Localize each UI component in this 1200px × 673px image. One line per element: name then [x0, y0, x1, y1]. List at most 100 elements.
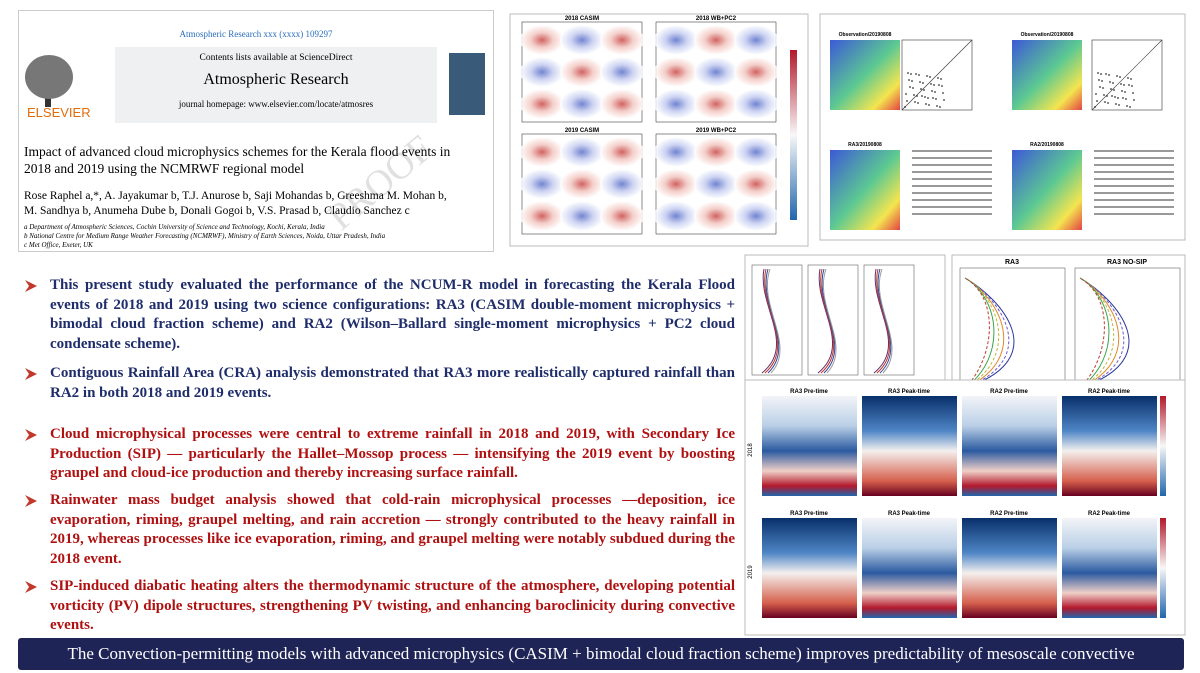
- scatter-dot: [938, 84, 940, 86]
- contour-blob: [734, 201, 778, 231]
- scatter-dot: [924, 96, 926, 98]
- profile-curve: [821, 268, 836, 374]
- contour-blob: [654, 201, 698, 231]
- panel-title: RA2 Peak-time: [1088, 511, 1131, 517]
- table-row: [1094, 164, 1174, 166]
- row-label: 2019: [748, 565, 754, 579]
- mixing-ratio-curve: [964, 277, 990, 389]
- scatter-dot: [1107, 102, 1109, 104]
- diagonal: [901, 39, 973, 111]
- scatter-dot: [939, 106, 941, 108]
- contour-blob: [734, 25, 778, 55]
- bullet-marker: [25, 368, 37, 380]
- scatter-dot: [1119, 76, 1121, 78]
- table-row: [912, 178, 992, 180]
- contour-blob: [734, 57, 778, 87]
- panel-title: RA3/20190808: [848, 142, 882, 148]
- scatter-dot: [1130, 78, 1132, 80]
- scatter-dot: [933, 84, 935, 86]
- scatter-dot: [1125, 98, 1127, 100]
- table-row: [1094, 178, 1174, 180]
- author-line: Rose Raphel a,*, A. Jayakumar b, T.J. An…: [24, 190, 447, 202]
- paper-title: Impact of advanced cloud microphysics sc…: [24, 144, 451, 176]
- heatmap-panel: [762, 396, 857, 496]
- author-line: M. Sandhya b, Anumeha Dube b, Donali Gog…: [24, 205, 410, 217]
- scatter-dot: [1112, 82, 1114, 84]
- scatter-dot: [920, 88, 922, 90]
- bullet-marker: [25, 495, 37, 507]
- panel-title: RA2 Pre-time: [990, 511, 1028, 517]
- bullet-marker: [25, 581, 37, 593]
- arrow: [25, 280, 37, 292]
- scatter-dot: [1111, 95, 1113, 97]
- scatter-dot: [1108, 74, 1110, 76]
- scatter-dot: [907, 72, 909, 74]
- contour-blob: [560, 137, 604, 167]
- scatter-dot: [909, 86, 911, 88]
- panel: [863, 264, 915, 376]
- panel-title: RA2 Pre-time: [990, 389, 1028, 395]
- affiliation: a Department of Atmospheric Sciences, Co…: [24, 223, 325, 231]
- scatter-dot: [906, 100, 908, 102]
- contour-blob: [560, 25, 604, 55]
- bullet: Cloud microphysical processes were centr…: [50, 426, 735, 481]
- scatter-dot: [1106, 95, 1108, 97]
- bullet: Contiguous Rainfall Area (CRA) analysis …: [50, 365, 735, 401]
- scatter-dot: [919, 81, 921, 83]
- profile-curve: [764, 268, 778, 374]
- scatter-dot: [1122, 97, 1124, 99]
- scatter-dot: [1132, 92, 1134, 94]
- contour-blob: [600, 89, 644, 119]
- contour-blob: [520, 89, 564, 119]
- heatmap-panel: [862, 518, 957, 618]
- scatter-dot: [1118, 104, 1120, 106]
- contour-blob: [654, 169, 698, 199]
- profile-curve: [822, 268, 837, 374]
- table-row: [1094, 157, 1174, 159]
- colorbar: [1160, 396, 1166, 496]
- scatter-dot: [918, 74, 920, 76]
- scatter-dot: [1094, 106, 1096, 108]
- scatter-dot: [1099, 86, 1101, 88]
- publisher: ELSEVIER: [27, 105, 91, 120]
- heatmap-panel: [962, 396, 1057, 496]
- authors: Rose Raphel a,*, A. Jayakumar b, T.J. An…: [24, 189, 447, 219]
- scatter-dot: [1102, 87, 1104, 89]
- panel-title: Observation/20190808: [839, 32, 892, 38]
- scatter-dot: [1120, 83, 1122, 85]
- table-row: [912, 199, 992, 201]
- panel: [751, 264, 803, 376]
- contour-blob: [694, 137, 738, 167]
- contour-blob: [600, 201, 644, 231]
- scatter-dot: [927, 97, 929, 99]
- table-row: [1094, 199, 1174, 201]
- colorbar: [790, 50, 797, 220]
- scatter-dot: [1097, 72, 1099, 74]
- scatter-dot: [1124, 91, 1126, 93]
- contour-blob: [600, 137, 644, 167]
- contour-blob: [520, 169, 564, 199]
- panel-title: RA3 NO-SIP: [1107, 259, 1147, 266]
- contour-blob: [654, 25, 698, 55]
- journal-name: Atmospheric Research: [203, 71, 349, 88]
- contour-blob: [694, 201, 738, 231]
- scatter-dot: [1133, 99, 1135, 101]
- table-row: [912, 171, 992, 173]
- profile-curve: [817, 268, 834, 374]
- scatter-dot: [1098, 79, 1100, 81]
- table-row: [912, 206, 992, 208]
- profile-curve: [877, 268, 892, 374]
- scatter-dot: [1115, 103, 1117, 105]
- scatter-dot: [940, 78, 942, 80]
- journal-ref: Atmospheric Research xxx (xxxx) 109297: [179, 29, 333, 39]
- heatmap-panel: [762, 518, 857, 618]
- panel-title: RA2 Peak-time: [1088, 389, 1131, 395]
- table-row: [912, 185, 992, 187]
- scatter-dot: [937, 77, 939, 79]
- scatter-dot: [932, 97, 934, 99]
- arrow: [25, 368, 37, 380]
- contour-blob: [560, 89, 604, 119]
- table-row: [912, 150, 992, 152]
- contour-blob: [694, 57, 738, 87]
